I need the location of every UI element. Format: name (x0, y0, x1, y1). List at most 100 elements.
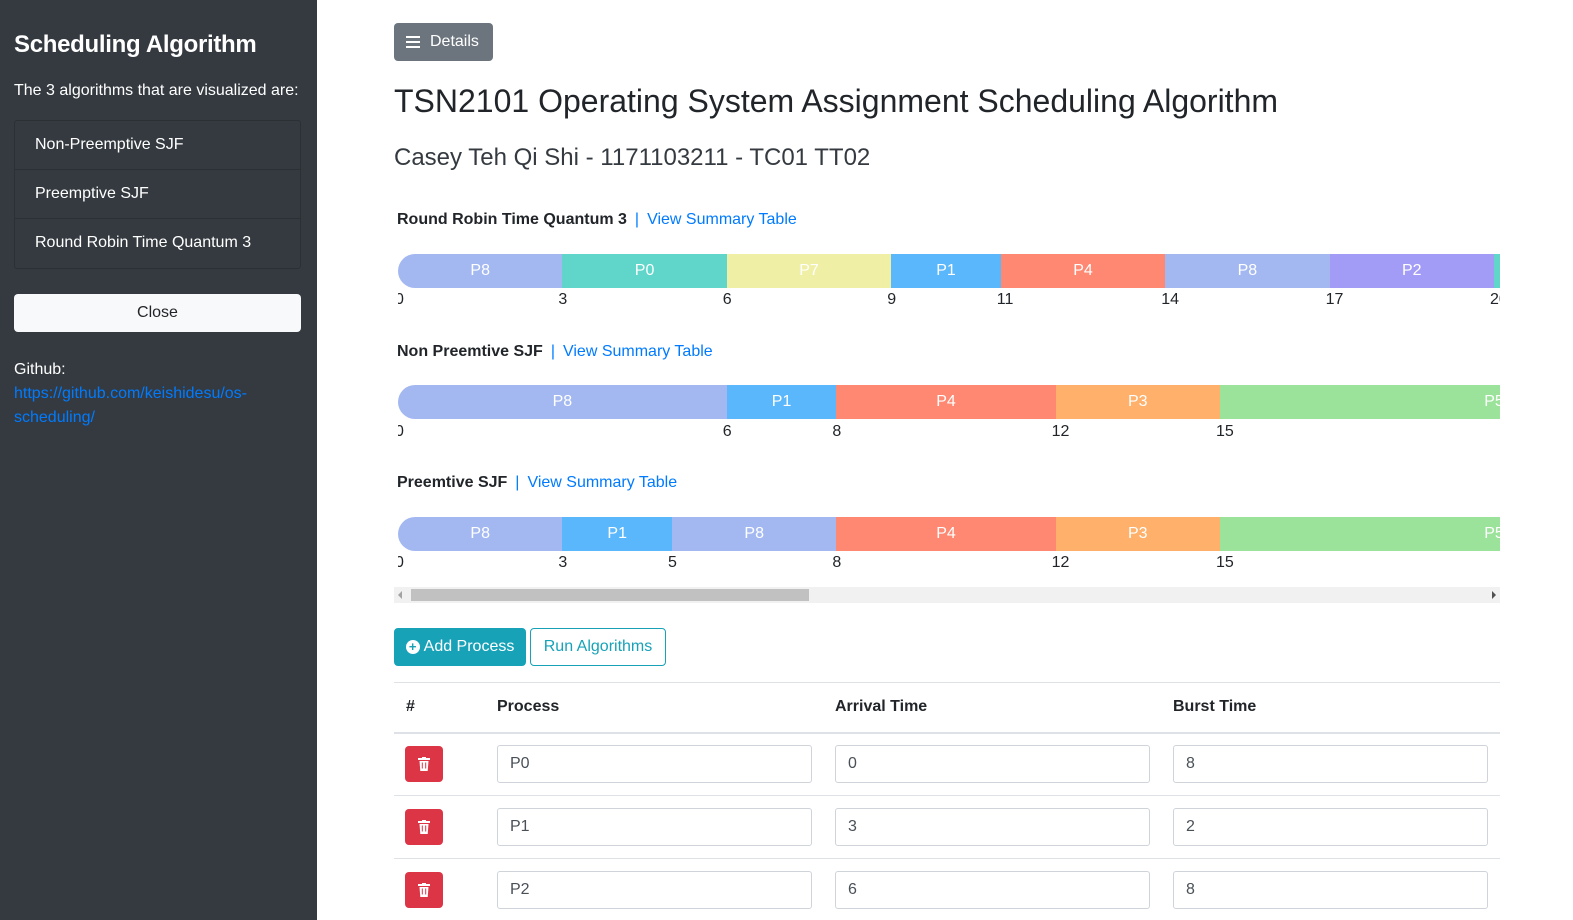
gantt-ticks: 0 3 6 9 11 14 17 20 (398, 290, 1500, 312)
sidebar-title: Scheduling Algorithm (14, 31, 257, 58)
scroll-left-icon[interactable] (398, 591, 402, 599)
gantt-segment-p8: P8 (398, 385, 727, 419)
gantt-bar: P8 P1 P8 P4 P3 P5 (398, 517, 1500, 551)
trash-icon (418, 883, 430, 897)
sidebar: Scheduling Algorithm The 3 algorithms th… (0, 0, 317, 920)
column-header: Arrival Time (824, 682, 1162, 734)
plus-circle-icon: + (405, 640, 420, 654)
separator: | (515, 474, 520, 491)
horizontal-scrollbar[interactable] (394, 587, 1500, 603)
gantt-segment-p1: P1 (726, 385, 837, 419)
gantt-ticks: 0 3 5 8 12 15 (398, 553, 1500, 575)
arrival-time-input[interactable] (835, 808, 1150, 846)
table-row (394, 858, 1500, 920)
scroll-right-icon[interactable] (1492, 591, 1496, 599)
column-header: Burst Time (1162, 682, 1500, 734)
gantt-tick-label: 9 (887, 291, 897, 308)
column-header: # (394, 682, 486, 734)
gantt-segment-p8: P8 (1165, 254, 1330, 288)
gantt-segment-p5: P5 (1220, 517, 1500, 551)
gantt-segment-p3: P3 (1055, 385, 1220, 419)
gantt-tick-label: 8 (832, 423, 842, 440)
chart-name: Non Preemtive SJF (397, 343, 543, 360)
gantt-segment-p8: P8 (672, 517, 837, 551)
process-cell (486, 858, 824, 920)
process-cell (486, 795, 824, 859)
gantt-tick-label: 0 (398, 554, 404, 571)
chart-name: Round Robin Time Quantum 3 (397, 211, 627, 228)
gantt-chart-non-preemptive-sjf: Non Preemtive SJF | View Summary Table P8 P… (397, 341, 1500, 440)
process-cell (486, 732, 824, 796)
gantt-segment-p8: P8 (398, 254, 563, 288)
gantt-tick-label: 12 (1051, 554, 1070, 571)
delete-button[interactable] (405, 809, 443, 845)
table-header-row: # Process Arrival Time Burst Time (394, 682, 1500, 734)
close-button[interactable]: Close (14, 294, 301, 332)
add-process-button[interactable]: + Add Process (394, 628, 526, 666)
process-input[interactable] (497, 808, 812, 846)
gantt-segment-p4: P4 (836, 517, 1056, 551)
list-item[interactable]: Preemptive SJF (15, 170, 300, 219)
gantt-tick-label: 6 (722, 423, 732, 440)
trash-icon (418, 757, 430, 772)
process-input[interactable] (497, 871, 812, 909)
gantt-segment-p3: P3 (1055, 517, 1220, 551)
arrival-time-input[interactable] (835, 745, 1150, 784)
gantt-tick-label: 15 (1216, 554, 1234, 571)
separator: | (634, 211, 640, 228)
gantt-ticks: 0 6 8 12 15 (398, 422, 1500, 444)
algorithm-list: Non-Preemptive SJF Preemptive SJF Round … (14, 120, 301, 269)
arrival-cell (824, 795, 1162, 859)
burst-time-input[interactable] (1173, 871, 1488, 909)
burst-time-input[interactable] (1173, 808, 1488, 846)
gantt-bar: P8P0P7P1P4P8P2P0 (398, 254, 1500, 288)
gantt-segment-p5: P5 (1220, 385, 1500, 419)
gantt-tick-label: 3 (558, 291, 568, 308)
gantt-segment-p4: P4 (1000, 254, 1166, 288)
delete-button[interactable] (405, 746, 443, 783)
gantt-segment-p7: P7 (726, 254, 892, 288)
burst-time-input[interactable] (1173, 745, 1488, 784)
chart-name: Preemtive SJF (397, 474, 508, 491)
burst-cell (1162, 858, 1500, 920)
gantt-segment-p0: P0 (1494, 254, 1500, 288)
gantt-segment-p1: P1 (891, 254, 1001, 288)
chart-heading: Non Preemtive SJF | View Summary Table (397, 341, 1500, 363)
list-item[interactable]: Non-Preemptive SJF (15, 121, 300, 170)
arrival-cell (824, 732, 1162, 796)
gantt-segment-p2: P2 (1329, 254, 1494, 288)
burst-cell (1162, 795, 1500, 859)
view-summary-link[interactable]: View Summary Table (647, 211, 797, 228)
chart-heading: Preemtive SJF | View Summary Table (397, 472, 1500, 494)
arrival-time-input[interactable] (835, 871, 1150, 909)
gantt-tick-label: 12 (1051, 423, 1070, 440)
gantt-segment-p0: P0 (562, 254, 727, 288)
gantt-tick-label: 8 (832, 554, 842, 571)
arrival-cell (824, 858, 1162, 920)
gantt-tick-label: 6 (722, 291, 732, 308)
scrollbar-thumb[interactable] (411, 589, 809, 601)
gantt-tick-label: 3 (558, 554, 568, 571)
gantt-segment-p8: P8 (398, 517, 563, 551)
gantt-tick-label: 0 (398, 423, 404, 440)
view-summary-link[interactable]: View Summary Table (527, 474, 678, 491)
gantt-tick-label: 0 (398, 291, 404, 308)
delete-button[interactable] (405, 872, 443, 908)
gantt-segment-p4: P4 (836, 385, 1056, 419)
run-algorithms-button[interactable]: Run Algorithms (530, 628, 666, 666)
table-row (394, 795, 1500, 859)
list-item[interactable]: Round Robin Time Quantum 3 (35, 234, 252, 251)
delete-cell (394, 795, 486, 859)
gantt-chart-preemptive-sjf: Preemtive SJF | View Summary Table P8 P1 P8 P… (397, 472, 1500, 571)
sidebar-intro: The 3 algorithms that are visualized are… (14, 82, 299, 99)
details-button[interactable]: Details (394, 23, 493, 61)
view-summary-link[interactable]: View Summary Table (562, 343, 713, 360)
add-process-label: Add Process (423, 638, 515, 655)
process-input[interactable] (497, 745, 812, 784)
gantt-bar: P8 P1 P4 P3 P5 (398, 385, 1500, 419)
github-link[interactable]: https://github.com/keishidesu/os-schedul… (14, 385, 248, 426)
process-table: # Process Arrival Time Burst Time (394, 682, 1500, 920)
details-label: Details (430, 33, 479, 50)
gantt-tick-label: 17 (1325, 291, 1344, 308)
separator: | (550, 343, 555, 360)
